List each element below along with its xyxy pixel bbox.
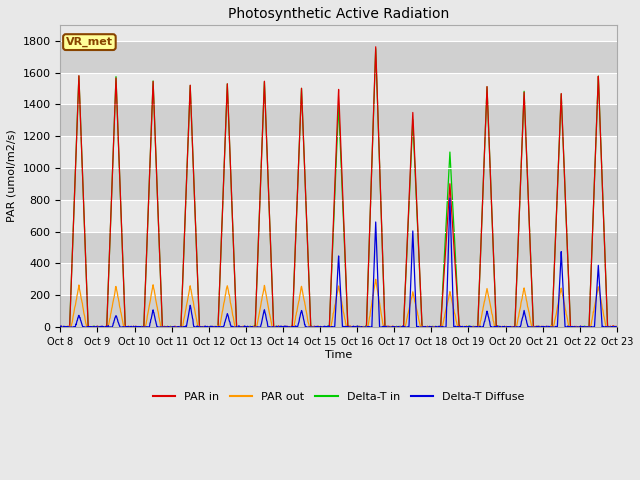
Bar bbox=[60, 41, 617, 72]
Legend: PAR in, PAR out, Delta-T in, Delta-T Diffuse: PAR in, PAR out, Delta-T in, Delta-T Dif… bbox=[148, 387, 529, 406]
Y-axis label: PAR (umol/m2/s): PAR (umol/m2/s) bbox=[7, 130, 17, 222]
X-axis label: Time: Time bbox=[325, 349, 352, 360]
Bar bbox=[60, 295, 617, 327]
Bar bbox=[60, 105, 617, 136]
Bar bbox=[60, 232, 617, 264]
Bar bbox=[60, 168, 617, 200]
Title: Photosynthetic Active Radiation: Photosynthetic Active Radiation bbox=[228, 7, 449, 21]
Text: VR_met: VR_met bbox=[66, 37, 113, 47]
